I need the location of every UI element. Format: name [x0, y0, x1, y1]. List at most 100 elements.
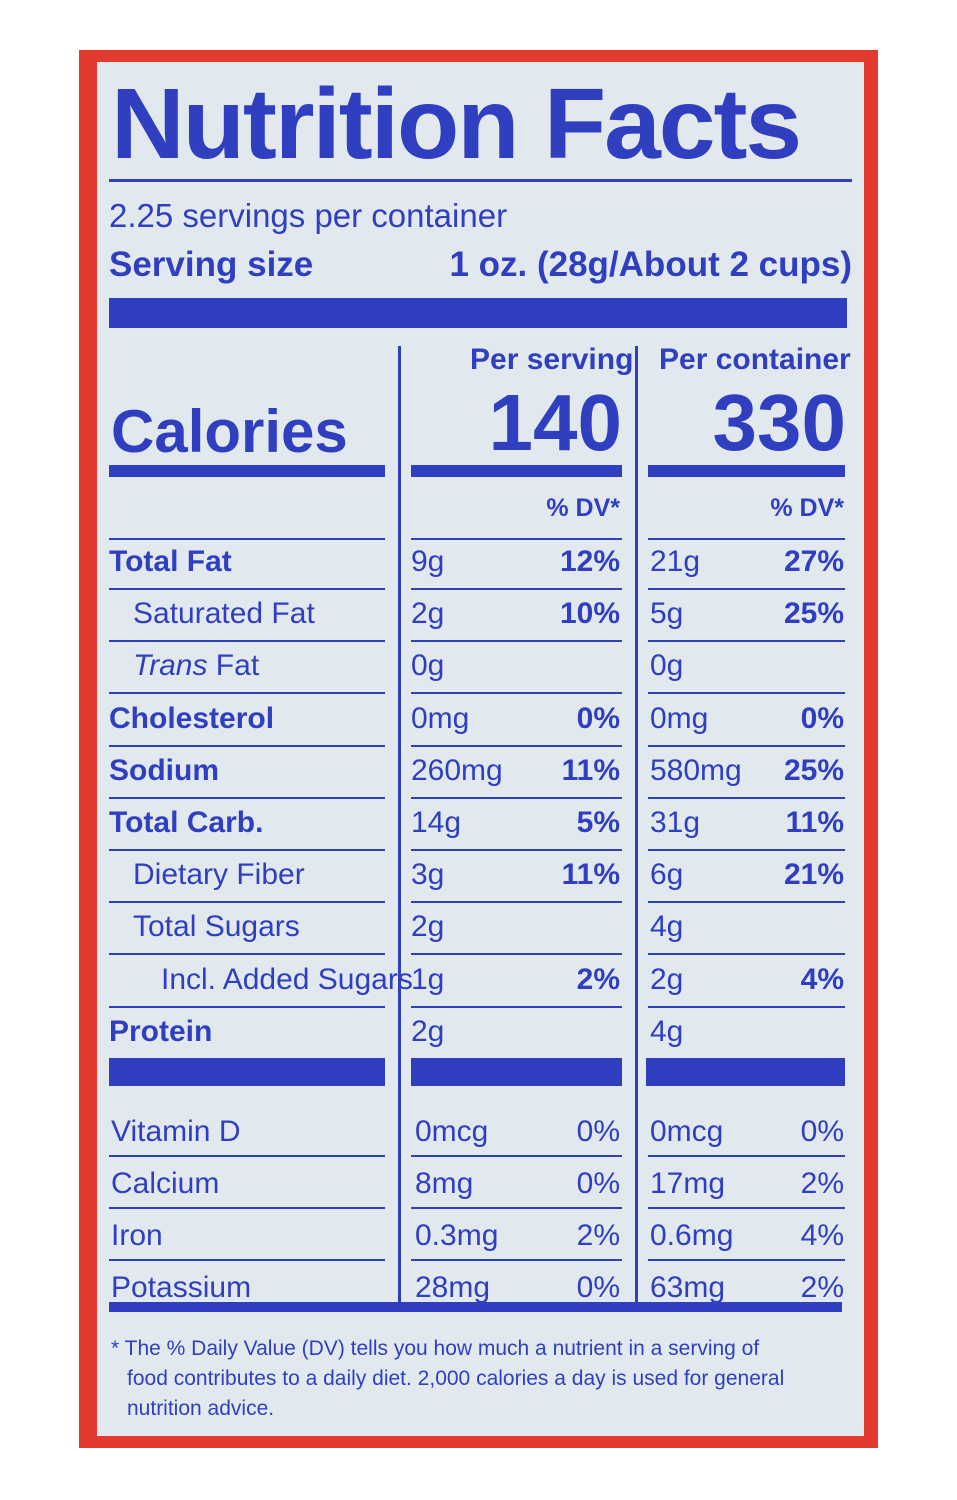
dv-header-container: % DV* [770, 494, 844, 522]
nutrient-name: Total Carb. [109, 806, 264, 839]
serving-dv: 11% [561, 858, 620, 892]
serving-size-label: Serving size [109, 245, 314, 284]
row-rule [411, 1207, 622, 1209]
container-dv: 25% [783, 597, 844, 631]
column-divider-2 [635, 346, 638, 1306]
vitamin-name: Potassium [111, 1271, 252, 1304]
row-rule [648, 692, 845, 695]
calories-bar-mid [411, 465, 622, 477]
container-dv: 0% [800, 701, 844, 735]
calories-label: Calories [111, 398, 348, 465]
per-container-heading: Per container [659, 343, 851, 376]
container-amount: 21g [650, 545, 701, 578]
row-rule [648, 1207, 845, 1209]
row-rule [648, 588, 845, 590]
vitamin-container-dv: 2% [800, 1167, 844, 1200]
vitamin-serving-dv: 2% [576, 1219, 620, 1252]
container-amount: 580mg [650, 753, 742, 787]
container-dv: 25% [783, 753, 844, 787]
footnote-line-3: nutrition advice. [127, 1397, 275, 1420]
calories-per-container: 330 [712, 378, 846, 467]
row-rule [648, 1155, 845, 1157]
container-dv: 11% [785, 806, 844, 839]
nutrient-name: Total Sugars [133, 910, 300, 944]
serving-amount: 2g [411, 597, 445, 631]
container-dv: 27% [783, 545, 844, 578]
row-rule [648, 744, 845, 747]
container-amount: 6g [650, 858, 684, 892]
nutrient-name: Saturated Fat [133, 597, 315, 631]
row-rule [411, 692, 622, 695]
container-amount: 0mg [650, 701, 709, 735]
nutrient-name: Dietary Fiber [133, 858, 305, 892]
row-rule [109, 901, 385, 904]
row-rule [109, 1005, 385, 1008]
row-rule [411, 796, 622, 799]
row-rule [109, 640, 385, 643]
row-rule [411, 953, 622, 956]
per-serving-heading: Per serving [470, 343, 634, 376]
row-rule [109, 1207, 385, 1209]
container-amount: 0g [650, 649, 684, 683]
vitamin-container-dv: 2% [800, 1271, 844, 1304]
nutrient-name: Total Fat [109, 545, 232, 578]
row-rule [109, 796, 385, 799]
row-rule [411, 744, 622, 747]
row-rule [411, 588, 622, 590]
serving-amount: 0mg [411, 701, 470, 735]
vitamin-serving-dv: 0% [576, 1167, 620, 1200]
vitamin-serving-amount: 0mcg [415, 1115, 489, 1148]
column-divider-1 [398, 346, 401, 1306]
nutrient-name-italic: Trans [133, 649, 208, 683]
container-amount: 5g [650, 597, 684, 631]
row-rule [648, 796, 845, 799]
row-rule [648, 953, 845, 956]
row-rule [109, 744, 385, 747]
serving-amount: 14g [411, 806, 462, 839]
row-rule [109, 953, 385, 956]
serving-amount: 260mg [411, 753, 503, 787]
nutrient-name: Sodium [109, 753, 219, 787]
nutrient-name: Cholesterol [109, 701, 275, 735]
vitamin-serving-amount: 8mg [415, 1167, 474, 1200]
vitamin-serving-amount: 28mg [415, 1271, 491, 1304]
vitamin-serving-amount: 0.3mg [415, 1219, 499, 1252]
container-amount: 4g [650, 1014, 684, 1048]
row-rule [411, 640, 622, 643]
thick-bar-top [109, 298, 847, 328]
thick-bar-bottom [109, 1302, 842, 1312]
serving-amount: 3g [411, 858, 445, 892]
vitamin-serving-dv: 0% [576, 1115, 620, 1148]
serving-amount: 2g [411, 1014, 445, 1048]
vitamin-container-amount: 63mg [650, 1271, 726, 1304]
nutrient-name-rest: Fat [207, 649, 260, 683]
row-rule [648, 1259, 845, 1261]
serving-amount: 1g [411, 962, 445, 996]
vitamin-container-amount: 0.6mg [650, 1219, 734, 1252]
row-rule [648, 640, 845, 643]
container-amount: 31g [650, 806, 701, 839]
container-amount: 4g [650, 910, 684, 944]
vitamin-container-amount: 17mg [650, 1167, 726, 1200]
serving-amount: 0g [411, 649, 445, 683]
nutrient-name: Incl. Added Sugars [161, 962, 413, 996]
serving-dv: 0% [576, 701, 620, 735]
vitamin-bar-left [109, 1058, 385, 1086]
row-rule [109, 1155, 385, 1157]
serving-dv: 2% [576, 962, 620, 996]
row-rule [109, 849, 385, 851]
row-rule [411, 1005, 622, 1008]
serving-dv: 10% [559, 597, 620, 631]
container-amount: 2g [650, 962, 684, 996]
serving-dv: 12% [559, 545, 620, 578]
row-rule [411, 1155, 622, 1157]
serving-dv: 5% [576, 806, 620, 839]
nutrition-panel: Nutrition Facts 2.25 servings per contai… [97, 62, 864, 1436]
vitamin-serving-dv: 0% [576, 1271, 620, 1304]
nutrient-name: Protein [109, 1014, 213, 1048]
row-rule [411, 901, 622, 904]
row-rule [648, 1005, 845, 1008]
container-dv: 21% [783, 858, 844, 892]
row-rule [411, 538, 622, 540]
footnote-line-1: * The % Daily Value (DV) tells you how m… [111, 1337, 760, 1360]
